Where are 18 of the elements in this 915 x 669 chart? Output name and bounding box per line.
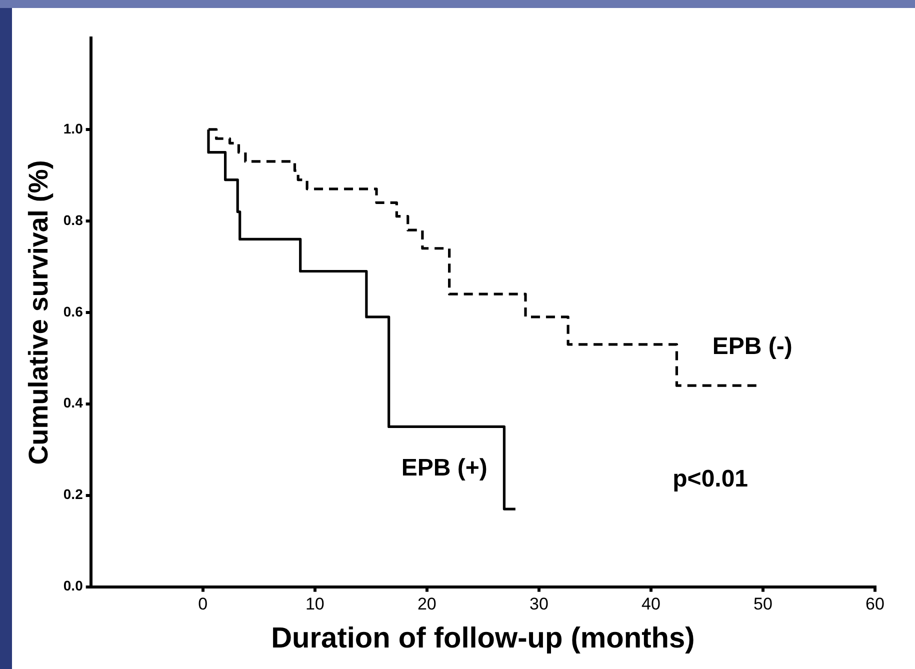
x-tick-label: 60 [866,594,884,614]
x-axis-title: Duration of follow-up (months) [271,622,695,655]
y-tick-label: 1.0 [63,120,84,136]
x-tick-label: 50 [754,594,772,614]
y-tick-label: 0.0 [63,578,84,594]
y-tick-label: 0.4 [63,394,84,411]
x-tick-label: 20 [417,594,436,614]
x-tick-label: 30 [529,594,548,614]
x-tick-label: 40 [642,594,660,614]
y-tick-label: 0.6 [63,303,84,320]
y-tick-label: 0.8 [63,212,84,228]
y-axis-title: Cumulative survival (%) [24,160,54,465]
annotation: p<0.01 [672,465,748,492]
x-tick-label: 10 [305,594,324,614]
x-tick-label: 0 [198,594,208,614]
series-label: EPB (-) [712,333,792,360]
y-tick-label: 0.2 [63,486,84,502]
series-label: EPB (+) [401,454,488,482]
